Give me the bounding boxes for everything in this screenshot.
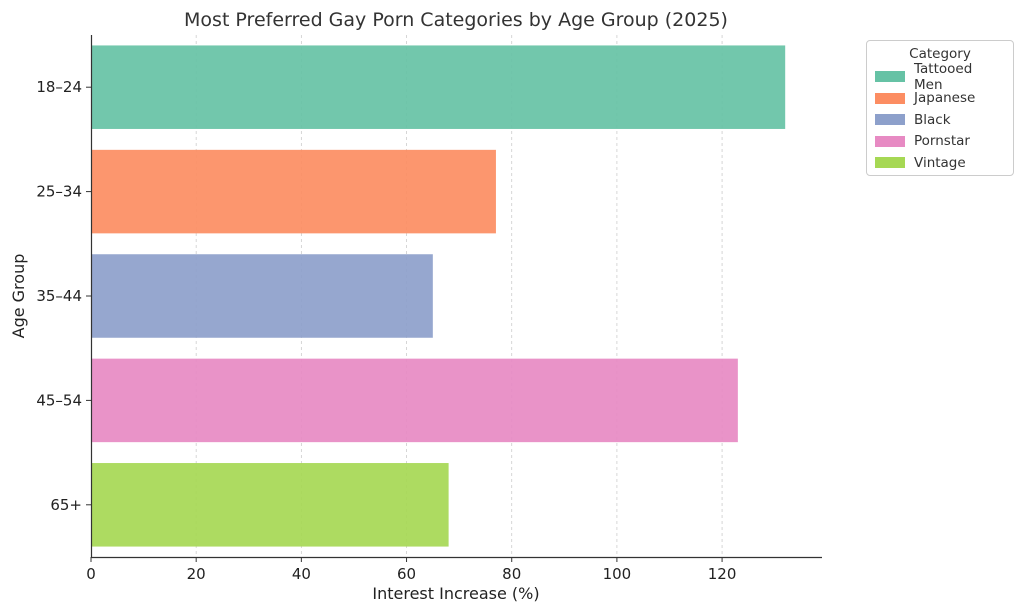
- legend-entry: Japanese: [875, 88, 1005, 110]
- x-tick-label: 40: [292, 565, 311, 583]
- legend-swatch: [875, 92, 905, 104]
- x-tick-label: 0: [86, 565, 96, 583]
- bar: [91, 45, 786, 129]
- legend-label: Pornstar: [914, 133, 970, 150]
- x-tick-label: 120: [708, 565, 737, 583]
- legend-label: Tattooed Men: [914, 60, 973, 93]
- legend-entry: Tattooed Men: [875, 61, 1005, 93]
- x-tick-labels: 0 20 40 60 80 100 120: [86, 557, 736, 583]
- bar: [91, 149, 496, 234]
- legend-swatch: [875, 157, 905, 169]
- legend-entry: Pornstar: [875, 131, 1005, 153]
- legend-swatch: [875, 71, 905, 83]
- legend: Category Tattooed Men Japanese Black Pornst…: [866, 40, 1014, 176]
- y-axis-label: Age Group: [9, 254, 28, 339]
- x-tick-label: 20: [187, 565, 206, 583]
- y-tick-label: 45–54: [36, 391, 82, 409]
- legend-entry: Vintage: [875, 152, 1005, 174]
- legend-swatch: [875, 114, 905, 126]
- y-tick-labels: 18–24 25–34 35–44 45–54 65+: [36, 78, 91, 514]
- legend-swatch: [875, 135, 905, 147]
- chart-title: Most Preferred Gay Porn Categories by Ag…: [184, 9, 728, 31]
- legend-title: Category: [909, 46, 971, 62]
- legend-label: Vintage: [914, 154, 966, 171]
- bar: [91, 358, 738, 443]
- legend-entry: Black: [875, 109, 1005, 131]
- y-tick-label: 35–44: [36, 287, 82, 305]
- y-tick-label: 18–24: [36, 78, 82, 96]
- bar: [91, 463, 449, 547]
- legend-label: Black: [914, 111, 951, 128]
- x-axis-label: Interest Increase (%): [372, 584, 539, 603]
- y-tick-label: 25–34: [36, 183, 82, 201]
- y-tick-label: 65+: [50, 496, 82, 514]
- x-tick-label: 80: [502, 565, 521, 583]
- bars: [91, 45, 786, 547]
- axes: [90, 35, 822, 559]
- legend-label: Japanese: [914, 90, 976, 107]
- x-tick-label: 100: [603, 565, 632, 583]
- x-tick-label: 60: [397, 565, 416, 583]
- bar: [91, 254, 433, 338]
